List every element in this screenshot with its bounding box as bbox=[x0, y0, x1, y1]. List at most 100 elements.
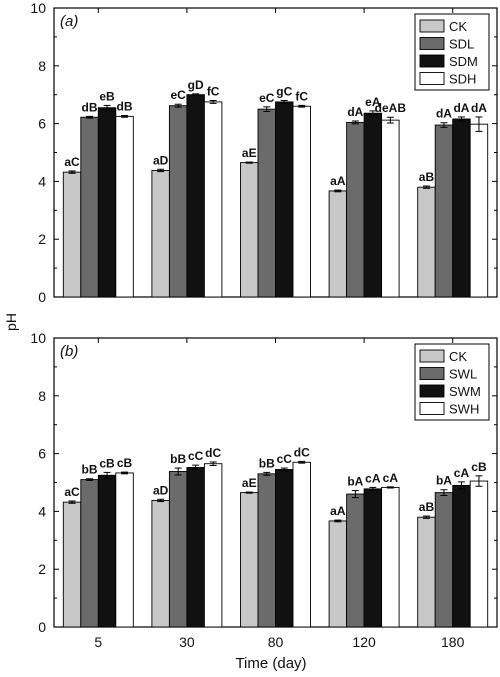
significance-label: bB bbox=[170, 452, 186, 466]
significance-label: aB bbox=[419, 500, 435, 514]
bar-swm bbox=[452, 484, 471, 628]
bar-swm bbox=[186, 467, 205, 628]
legend-swatch-sdm bbox=[419, 54, 445, 68]
bar-swh bbox=[115, 472, 134, 628]
significance-label: gD bbox=[188, 78, 204, 92]
bar-swl bbox=[168, 471, 188, 628]
bar-ck bbox=[417, 186, 436, 298]
bar-sdl bbox=[434, 124, 454, 298]
significance-label: eC bbox=[259, 91, 275, 105]
significance-label: aE bbox=[242, 476, 257, 490]
bar-sdh bbox=[292, 105, 311, 298]
significance-label: eC bbox=[170, 88, 186, 102]
bar-swl bbox=[346, 493, 365, 628]
legend-label-sdm: SDM bbox=[449, 54, 478, 69]
bar-sdl bbox=[346, 121, 365, 298]
significance-label: deAB bbox=[375, 101, 407, 115]
bar-ck bbox=[240, 492, 259, 628]
significance-label: cC bbox=[188, 449, 204, 463]
bar-swm bbox=[363, 488, 383, 628]
significance-label: aD bbox=[153, 483, 169, 497]
legend: CK SDL SDM SDH bbox=[414, 13, 490, 91]
x-tick-label: 180 bbox=[441, 634, 465, 650]
significance-label: bA bbox=[347, 475, 363, 489]
significance-label: bB bbox=[259, 456, 275, 470]
bar-ck bbox=[151, 499, 170, 628]
significance-label: aA bbox=[330, 504, 346, 518]
legend-swatch-ck bbox=[419, 349, 445, 363]
x-tick-label: 5 bbox=[94, 634, 102, 650]
bar-swl bbox=[80, 479, 99, 628]
significance-label: eA bbox=[365, 95, 381, 109]
y-tick-label: 2 bbox=[38, 561, 46, 577]
bar-ck bbox=[328, 520, 348, 628]
bar-swl bbox=[434, 492, 454, 628]
significance-label: bB bbox=[82, 463, 98, 477]
bar-ck bbox=[328, 190, 348, 298]
significance-label: cA bbox=[454, 466, 470, 480]
bar-ck bbox=[62, 501, 82, 628]
significance-label: aD bbox=[153, 153, 169, 167]
legend-label-sdl: SDL bbox=[449, 37, 474, 52]
significance-label: dA bbox=[347, 105, 363, 119]
legend-swatch-swh bbox=[419, 402, 445, 415]
significance-label: cB bbox=[471, 460, 487, 474]
significance-label: aC bbox=[64, 485, 80, 499]
bar-swm bbox=[97, 474, 117, 628]
y-tick-label: 0 bbox=[38, 619, 46, 635]
x-tick-label: 80 bbox=[268, 634, 284, 650]
y-axis-label: pH bbox=[3, 313, 19, 331]
bar-swh bbox=[292, 461, 311, 628]
x-tick-label: 30 bbox=[179, 634, 195, 650]
significance-label: gC bbox=[276, 84, 292, 98]
y-tick-label: 8 bbox=[38, 58, 46, 74]
bar-sdh bbox=[469, 123, 489, 298]
x-axis-label: Time (day) bbox=[235, 655, 306, 672]
significance-label: dA bbox=[436, 107, 452, 121]
bar-sdm bbox=[275, 101, 294, 298]
bar-swh bbox=[203, 463, 223, 628]
significance-label: dA bbox=[453, 101, 469, 115]
significance-label: dA bbox=[471, 101, 487, 115]
significance-label: cC bbox=[277, 452, 293, 466]
bar-swh bbox=[381, 486, 400, 628]
y-tick-label: 4 bbox=[38, 503, 46, 519]
significance-label: aB bbox=[419, 170, 435, 184]
significance-label: cA bbox=[383, 471, 399, 485]
y-tick-label: 6 bbox=[38, 446, 46, 462]
legend-label-swh: SWH bbox=[449, 402, 479, 417]
y-tick-label: 10 bbox=[30, 330, 46, 346]
significance-label: eB bbox=[99, 89, 115, 103]
significance-label: aE bbox=[242, 146, 257, 160]
significance-label: dC bbox=[205, 446, 221, 460]
legend-label-sdh: SDH bbox=[449, 72, 476, 87]
bar-sdm bbox=[452, 118, 471, 298]
bar-sdm bbox=[363, 112, 383, 298]
significance-label: dB bbox=[117, 100, 133, 114]
significance-label: dC bbox=[294, 445, 310, 459]
legend-label-swm: SWM bbox=[449, 384, 481, 399]
bar-ck bbox=[417, 516, 436, 628]
bar-swl bbox=[257, 473, 276, 628]
bar-ck bbox=[62, 171, 82, 298]
panel-label: (a) bbox=[60, 13, 78, 30]
significance-label: cB bbox=[99, 456, 115, 470]
legend: CK SWL SWM SWH bbox=[414, 343, 490, 421]
significance-label: bA bbox=[436, 474, 452, 488]
bar-sdm bbox=[97, 107, 117, 298]
legend-swatch-sdh bbox=[419, 72, 445, 85]
significance-label: cA bbox=[365, 471, 381, 485]
bar-sdh bbox=[115, 115, 134, 298]
y-tick-label: 2 bbox=[38, 231, 46, 247]
significance-label: dB bbox=[82, 100, 98, 114]
bar-sdm bbox=[186, 94, 205, 298]
y-tick-label: 0 bbox=[38, 289, 46, 305]
panel-label: (b) bbox=[60, 343, 78, 360]
legend-swatch-swm bbox=[419, 384, 445, 398]
y-tick-label: 4 bbox=[38, 173, 46, 189]
significance-label: aA bbox=[330, 174, 346, 188]
panel-b-chart: 0 2 4 6 8 10 5 30 80 120 180 aC aD aE aA aB bB bB bB bA bA cB… bbox=[30, 330, 498, 650]
y-tick-label: 6 bbox=[38, 116, 46, 132]
